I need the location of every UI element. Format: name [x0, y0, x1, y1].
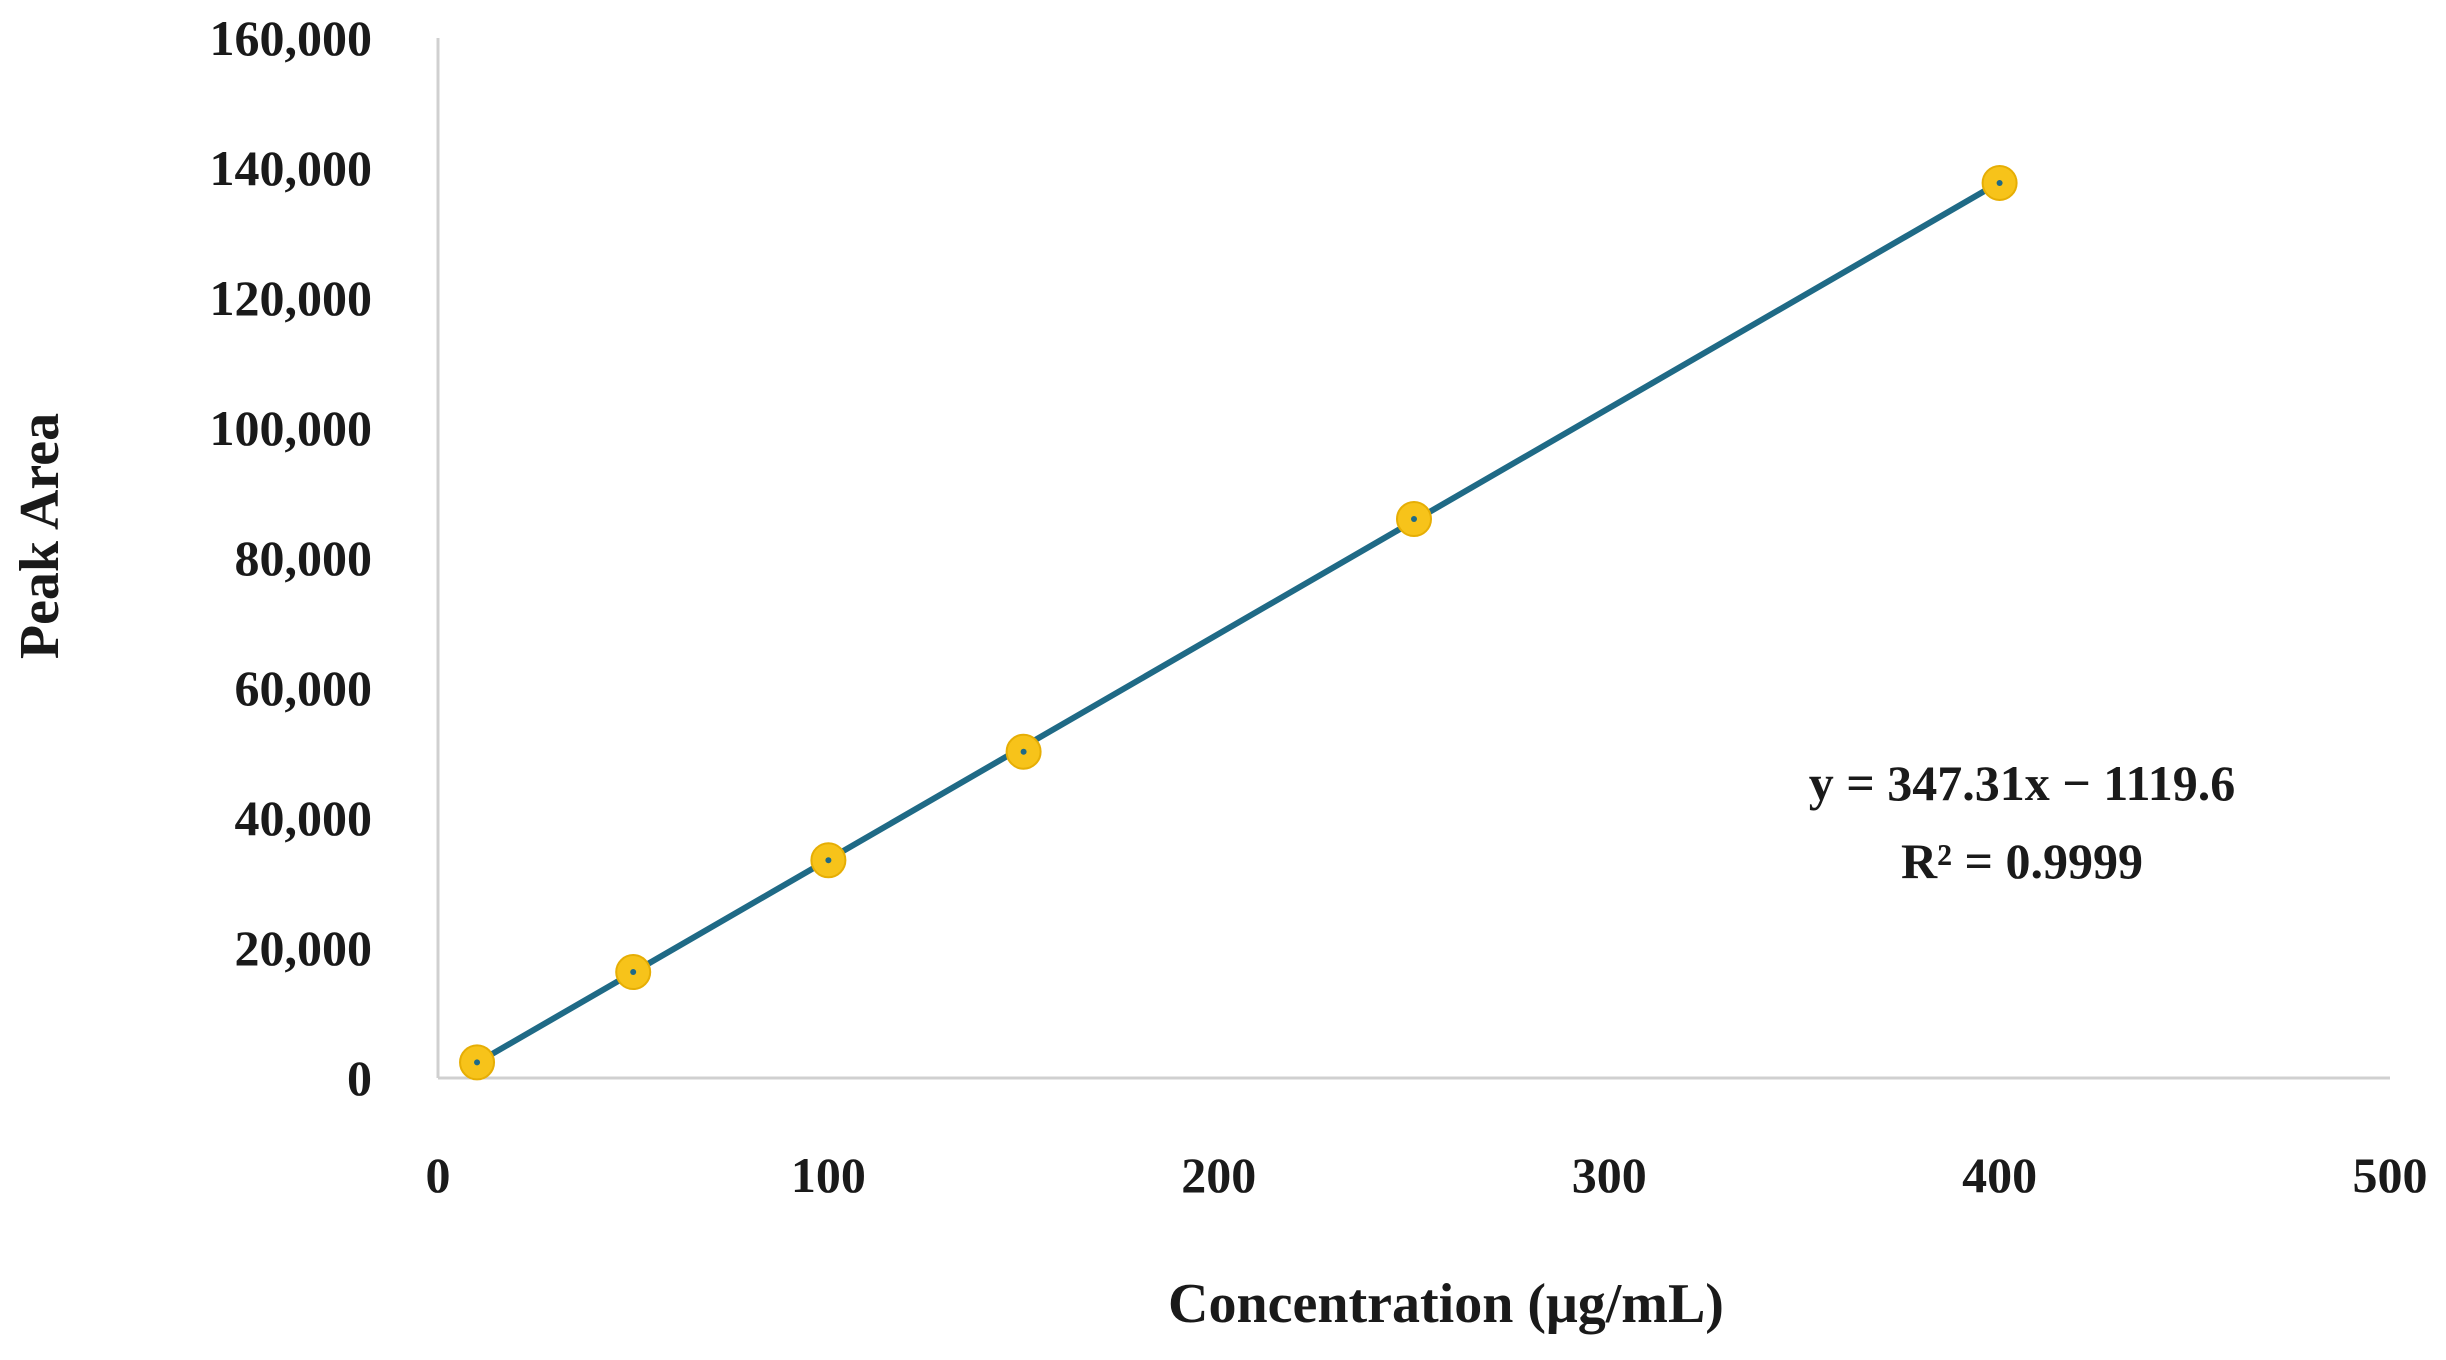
x-tick-label: 500	[2353, 1147, 2428, 1203]
y-tick-label: 160,000	[210, 10, 373, 66]
x-tick-labels: 0 100 200 300 400 500	[426, 1147, 2428, 1203]
axes	[436, 38, 2390, 1080]
data-point-center	[474, 1059, 481, 1066]
x-tick-label: 400	[1962, 1147, 2037, 1203]
equation-annotation: y = 347.31x − 1119.6	[1809, 755, 2235, 811]
y-tick-label: 140,000	[210, 140, 373, 196]
x-tick-label: 0	[426, 1147, 451, 1203]
x-axis-title: Concentration (μg/mL)	[1168, 1273, 1724, 1335]
y-tick-label: 120,000	[210, 270, 373, 326]
data-point-center	[825, 857, 832, 864]
y-tick-labels: 0 20,000 40,000 60,000 80,000 100,000 120,000 1…	[210, 10, 373, 1106]
data-point-center	[630, 969, 637, 976]
x-tick-label: 200	[1181, 1147, 1256, 1203]
x-tick-label: 300	[1572, 1147, 1647, 1203]
trendline-group	[474, 179, 2003, 1066]
data-point-center	[1996, 179, 2003, 186]
data-point-center	[1020, 748, 1027, 755]
trendline	[474, 179, 2003, 1066]
y-tick-label: 0	[347, 1050, 372, 1106]
y-tick-label: 40,000	[235, 790, 373, 846]
y-tick-label: 100,000	[210, 400, 373, 456]
data-point-center	[1411, 516, 1417, 522]
y-tick-label: 80,000	[235, 530, 373, 586]
r-squared-annotation: R² = 0.9999	[1901, 833, 2143, 889]
y-tick-label: 60,000	[235, 660, 373, 716]
y-tick-label: 20,000	[235, 920, 373, 976]
y-axis-title: Peak Area	[9, 413, 71, 659]
data-points	[459, 164, 2018, 1081]
x-tick-label: 100	[791, 1147, 866, 1203]
